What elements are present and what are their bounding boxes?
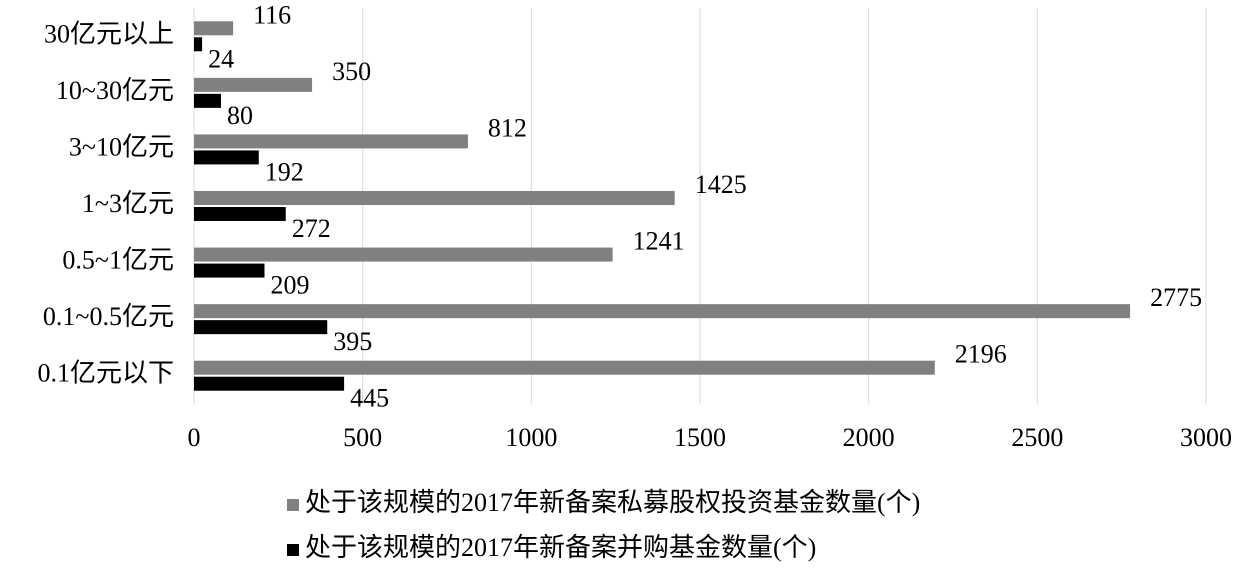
- bar: [194, 134, 468, 149]
- legend-label: 处于该规模的2017年新备案私募股权投资基金数量(个): [305, 488, 920, 517]
- data-label: 24: [208, 44, 234, 73]
- bar: [194, 93, 221, 108]
- data-label: 395: [333, 327, 372, 356]
- data-label: 2775: [1150, 283, 1202, 312]
- data-label: 1425: [695, 170, 747, 199]
- legend-marker: [287, 544, 299, 556]
- x-tick-label: 1500: [674, 423, 726, 452]
- x-tick-label: 2500: [1011, 423, 1063, 452]
- y-tick-label: 10~30亿元: [56, 76, 174, 105]
- bar: [194, 207, 286, 221]
- data-label: 80: [227, 101, 253, 130]
- x-tick-label: 2000: [843, 423, 895, 452]
- x-tick-label: 0: [188, 423, 201, 452]
- bar: [194, 320, 328, 335]
- bar: [194, 263, 265, 278]
- y-tick-label: 0.1~0.5亿元: [43, 302, 174, 331]
- legend-marker: [287, 499, 299, 511]
- y-tick-label: 0.5~1亿元: [62, 246, 174, 275]
- data-label: 445: [350, 384, 389, 413]
- bar: [194, 37, 203, 52]
- bar: [194, 360, 935, 375]
- bar: [194, 21, 234, 36]
- y-tick-label: 0.1亿元以下: [37, 359, 174, 388]
- data-label: 812: [488, 113, 527, 142]
- data-label: 209: [271, 271, 310, 300]
- x-tick-label: 3000: [1180, 423, 1232, 452]
- bar: [194, 376, 345, 391]
- y-tick-label: 1~3亿元: [82, 189, 174, 218]
- data-label: 272: [292, 214, 331, 243]
- data-label: 116: [253, 0, 291, 29]
- bar: [194, 191, 675, 205]
- y-tick-label: 3~10亿元: [69, 132, 174, 161]
- legend-label: 处于该规模的2017年新备案并购基金数量(个): [305, 533, 816, 562]
- data-label: 350: [332, 57, 371, 86]
- x-tick-label: 1000: [505, 423, 557, 452]
- bar: [194, 247, 613, 262]
- data-label: 2196: [955, 340, 1007, 369]
- data-label: 192: [265, 157, 304, 186]
- x-tick-label: 500: [343, 423, 382, 452]
- bar: [194, 304, 1131, 319]
- bar: [194, 150, 259, 165]
- data-label: 1241: [633, 227, 685, 256]
- bar: [194, 77, 313, 92]
- y-tick-label: 30亿元以上: [44, 19, 174, 48]
